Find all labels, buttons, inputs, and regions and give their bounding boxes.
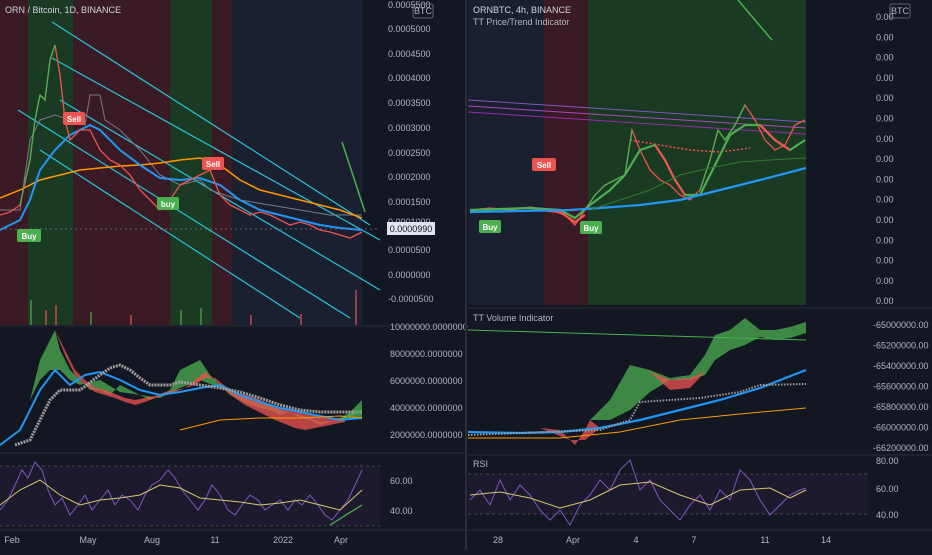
rsi-axis-label: 60.00 (876, 484, 899, 494)
rsi-axis-label: 40.00 (390, 506, 413, 516)
price-axis-label: -0.0000500 (388, 294, 434, 304)
right-volume-title: TT Volume Indicator (473, 313, 553, 323)
right-indicator-title: TT Price/Trend Indicator (473, 17, 570, 27)
right-rsi-pane[interactable] (468, 459, 868, 526)
price-axis-label: 0.00 (876, 93, 894, 103)
svg-text:Sell: Sell (206, 160, 220, 169)
time-axis-label: 28 (493, 535, 503, 545)
time-axis-label: 11 (210, 535, 219, 545)
price-axis-label: 0.00 (876, 235, 894, 245)
time-axis-label: Apr (334, 535, 348, 545)
svg-text:Buy: Buy (482, 223, 498, 232)
time-axis-label: 11 (760, 535, 769, 545)
rsi-axis-label: 60.00 (390, 476, 413, 486)
right-buy-signal-2: Buy (580, 221, 602, 234)
volume-axis-label: 2000000.0000000 (390, 430, 463, 440)
price-axis-label: 0.00 (876, 256, 894, 266)
left-sell-signal-1: Sell (63, 112, 85, 125)
price-axis-label: 0.0002000 (388, 172, 431, 182)
price-axis-label: 0.0002500 (388, 148, 431, 158)
left-sell-signal-2: Sell (202, 157, 224, 170)
price-axis-label: 0.00 (876, 53, 894, 63)
right-rsi-axis: 80.00 60.00 40.00 (876, 456, 899, 520)
volume-axis-label: 10000000.0000000 (390, 322, 468, 332)
left-buy-signal-1: Buy (17, 229, 41, 242)
right-btc-badge-label: BTC (891, 6, 910, 16)
right-sell-signal: Sell (532, 158, 556, 171)
left-btc-badge-label: BTC (414, 6, 433, 16)
price-axis-label: 0.00 (876, 276, 894, 286)
time-axis-label: Feb (4, 535, 20, 545)
current-price-label: 0.0000990 (390, 224, 433, 234)
time-axis-label: Apr (566, 535, 580, 545)
left-main-pane[interactable] (0, 0, 381, 325)
volume-axis-label: -65600000.00 (873, 382, 929, 392)
svg-text:Buy: Buy (21, 232, 37, 241)
price-axis-label: 0.00 (876, 134, 894, 144)
volume-axis-label: -66000000.00 (873, 423, 929, 433)
volume-axis-label: -65200000.00 (873, 341, 929, 351)
time-axis-label: Aug (144, 535, 160, 545)
right-rsi-title: RSI (473, 459, 488, 469)
left-buy-signal-2: buy (157, 197, 179, 210)
price-axis-label: 0.00 (876, 73, 894, 83)
right-time-axis: 28 Apr 4 7 11 14 (493, 535, 831, 545)
price-axis-label: 0.0004000 (388, 73, 431, 83)
left-rsi-pane[interactable] (0, 461, 380, 527)
price-axis-label: 0.0005000 (388, 24, 431, 34)
right-volume-axis: -65000000.00 -65200000.00 -65400000.00 -656… (873, 320, 929, 453)
volume-axis-label: -66200000.00 (873, 443, 929, 453)
left-time-axis: Feb May Aug 11 2022 Apr (4, 535, 348, 545)
volume-axis-label: -65000000.00 (873, 320, 929, 330)
price-axis-label: 0.00 (876, 114, 894, 124)
current-price-tag (387, 222, 435, 235)
price-axis-label: 0.00 (876, 32, 894, 42)
time-axis-label: 4 (633, 535, 638, 545)
price-axis-label: 0.0001500 (388, 197, 431, 207)
price-axis-label: 0.0003000 (388, 123, 431, 133)
price-axis-label: 0.0005500 (388, 0, 431, 10)
right-buy-signal-1: Buy (479, 220, 501, 233)
time-axis-label: 7 (691, 535, 696, 545)
price-axis-label: 0.00 (876, 12, 894, 22)
price-axis-label: 0.0000000 (388, 270, 431, 280)
svg-text:Sell: Sell (67, 115, 81, 124)
volume-axis-label: 8000000.0000000 (390, 349, 463, 359)
volume-axis-label: 6000000.0000000 (390, 376, 463, 386)
right-btc-badge (889, 3, 911, 19)
volume-axis-label: 4000000.0000000 (390, 403, 463, 413)
price-axis-label: 0.0000500 (388, 245, 431, 255)
price-axis-label: 0.0004500 (388, 49, 431, 59)
price-axis-label: 0.00 (876, 154, 894, 164)
time-axis-label: 2022 (273, 535, 293, 545)
left-volume-axis: 10000000.0000000 8000000.0000000 6000000.0… (390, 322, 468, 440)
volume-axis-label: -65400000.00 (873, 361, 929, 371)
right-price-axis[interactable]: 0.00 0.00 0.00 0.00 0.00 0.00 0.00 0.00 0.00 0.00… (868, 0, 932, 306)
right-main-pane[interactable] (467, 0, 807, 305)
price-axis-label: 0.00 (876, 174, 894, 184)
svg-text:Buy: Buy (583, 224, 599, 233)
price-axis-label: 0.00 (876, 195, 894, 205)
svg-text:buy: buy (161, 200, 176, 209)
left-price-axis[interactable]: 0.0005500 0.0005000 0.0004500 0.0004000 0.00… (383, 0, 438, 325)
time-axis-label: 14 (821, 535, 831, 545)
volume-axis-label: -65800000.00 (873, 402, 929, 412)
price-axis-label: 0.0003500 (388, 98, 431, 108)
svg-text:Sell: Sell (537, 161, 551, 170)
left-rsi-axis: 60.00 40.00 (390, 476, 413, 516)
right-chart-title: ORNBTC, 4h, BINANCE (473, 5, 571, 15)
time-axis-label: May (79, 535, 97, 545)
price-axis-label: 0.00 (876, 215, 894, 225)
left-chart-title: ORN / Bitcoin, 1D, BINANCE (5, 5, 121, 15)
rsi-axis-label: 80.00 (876, 456, 899, 466)
left-volume-pane[interactable] (0, 330, 363, 450)
left-btc-badge (412, 3, 434, 19)
price-axis-label: 0.00 (876, 296, 894, 306)
right-volume-pane[interactable] (467, 318, 807, 445)
rsi-axis-label: 40.00 (876, 510, 899, 520)
